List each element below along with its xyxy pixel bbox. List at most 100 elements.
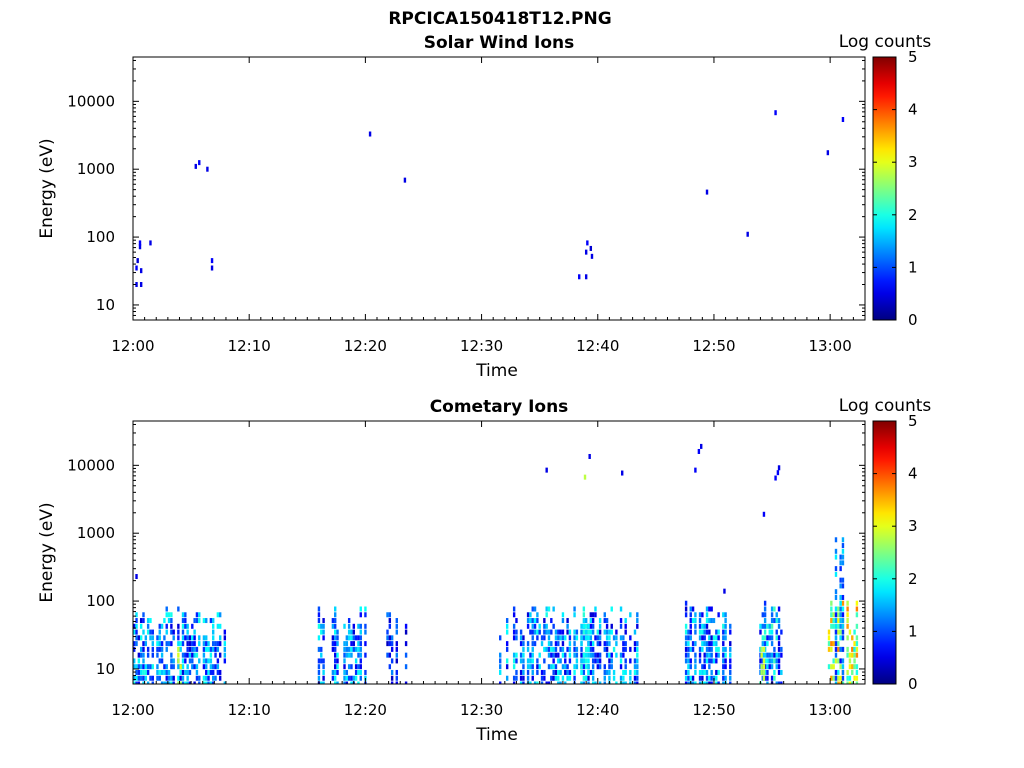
data-cell	[331, 675, 335, 681]
x-tick-label: 12:40	[576, 337, 619, 355]
colorbar-tick-label: 5	[908, 412, 918, 430]
data-cell	[198, 635, 201, 641]
data-cell	[853, 658, 856, 664]
data-cell	[186, 635, 189, 641]
data-cell	[717, 681, 720, 684]
data-cell	[533, 641, 537, 647]
data-cell	[184, 658, 187, 664]
data-cell	[163, 664, 166, 670]
data-cell	[395, 623, 398, 629]
data-cell	[320, 629, 323, 635]
data-cell	[512, 612, 516, 618]
data-cell	[826, 150, 830, 156]
data-cell	[139, 646, 143, 652]
data-cell	[146, 623, 150, 629]
data-cell	[212, 618, 215, 624]
data-cell	[218, 669, 222, 675]
data-cell	[536, 629, 539, 635]
data-cell	[390, 635, 394, 641]
data-cell	[591, 664, 595, 670]
data-cell	[780, 629, 783, 635]
data-cell	[698, 675, 702, 681]
data-cell	[135, 629, 138, 635]
data-cell	[357, 641, 360, 647]
data-cell	[855, 646, 859, 652]
data-cell	[403, 177, 407, 183]
data-cell	[198, 675, 201, 681]
data-cell	[624, 646, 627, 652]
data-cell	[139, 268, 143, 274]
data-cell	[605, 629, 609, 635]
data-cell	[834, 548, 838, 554]
data-cell	[689, 623, 692, 629]
data-cell	[364, 669, 367, 675]
data-cell	[216, 646, 220, 652]
data-cell	[761, 641, 764, 647]
data-cell	[547, 629, 551, 635]
data-cell	[777, 652, 781, 658]
data-cell	[135, 612, 138, 618]
data-cell	[633, 681, 637, 684]
data-cell	[561, 641, 565, 647]
data-cell	[522, 641, 525, 647]
data-cell	[851, 681, 854, 684]
y-tick-label: 1000	[77, 160, 115, 178]
data-cell	[354, 635, 358, 641]
data-cell	[624, 669, 627, 675]
data-cell	[598, 658, 602, 664]
data-cell	[133, 641, 136, 647]
data-cell	[768, 635, 771, 641]
data-cell	[568, 658, 572, 664]
data-cell	[139, 635, 143, 641]
data-cell	[214, 652, 217, 658]
data-cell	[708, 641, 711, 647]
data-cell	[587, 641, 590, 647]
data-cell	[615, 681, 618, 684]
data-cell	[763, 629, 767, 635]
data-cell	[580, 623, 583, 629]
data-cell	[596, 635, 599, 641]
data-cell	[834, 612, 838, 618]
data-cell	[142, 669, 145, 675]
data-cell	[139, 618, 143, 624]
colorbar-tick-label: 0	[908, 675, 918, 693]
data-cell	[195, 664, 199, 670]
data-cell	[729, 652, 732, 658]
data-cell	[629, 675, 632, 681]
data-cell	[368, 131, 372, 137]
data-cell	[839, 658, 842, 664]
data-cell	[354, 664, 358, 670]
data-cell	[568, 635, 572, 641]
data-cell	[212, 675, 215, 681]
data-cell	[848, 675, 852, 681]
data-cell	[710, 669, 713, 675]
data-cell	[519, 669, 523, 675]
data-cell	[554, 675, 558, 681]
data-cell	[837, 669, 840, 675]
data-cell	[505, 664, 509, 670]
data-cell	[760, 664, 763, 670]
data-cell	[156, 646, 159, 652]
data-cell	[149, 675, 152, 681]
data-cell	[195, 612, 199, 618]
data-cell	[684, 606, 688, 612]
data-cell	[320, 646, 323, 652]
data-cell	[181, 681, 185, 684]
data-cell	[703, 652, 706, 658]
data-cell	[633, 646, 637, 652]
data-cell	[336, 681, 339, 684]
data-cell	[834, 594, 838, 600]
data-cell	[167, 612, 171, 618]
data-cell	[181, 612, 185, 618]
data-cell	[331, 646, 335, 652]
data-cell	[689, 629, 692, 635]
data-cell	[322, 618, 325, 624]
data-cell	[139, 669, 143, 675]
data-cell	[343, 675, 346, 681]
data-cell	[591, 623, 595, 629]
data-cell	[179, 641, 182, 647]
x-tick-label: 12:00	[111, 701, 154, 719]
data-cell	[177, 635, 180, 641]
data-cell	[832, 618, 835, 624]
data-cell	[837, 646, 840, 652]
